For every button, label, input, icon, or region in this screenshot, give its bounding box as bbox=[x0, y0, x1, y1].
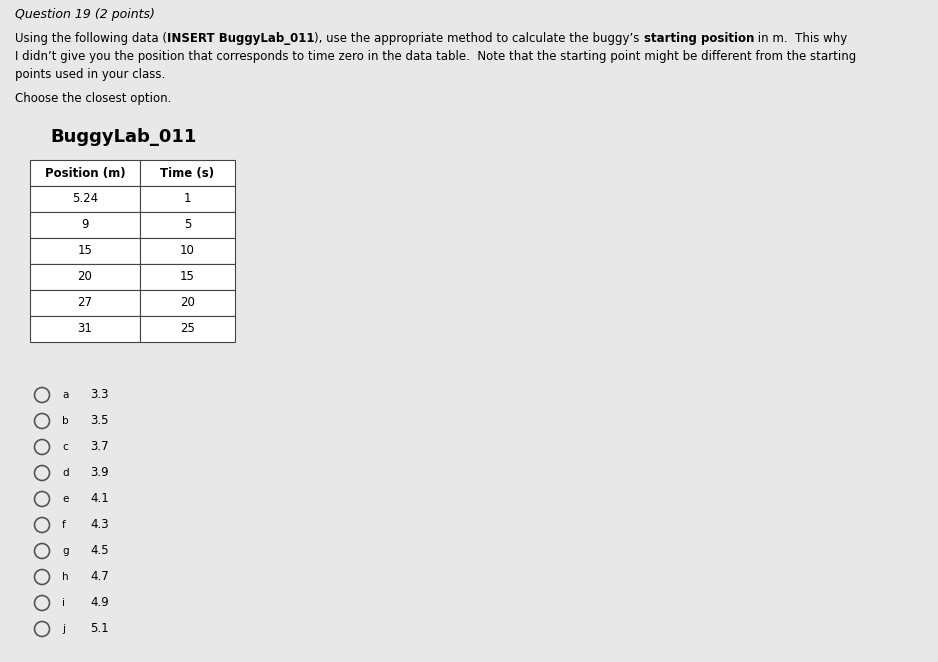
Text: 9: 9 bbox=[82, 218, 89, 232]
Text: BuggyLab_011: BuggyLab_011 bbox=[50, 128, 196, 146]
Text: b: b bbox=[62, 416, 68, 426]
Bar bbox=[30, 186, 140, 212]
Text: 1: 1 bbox=[184, 193, 191, 205]
Text: c: c bbox=[62, 442, 68, 452]
Text: a: a bbox=[62, 390, 68, 400]
Bar bbox=[140, 160, 235, 186]
Text: 31: 31 bbox=[78, 322, 93, 336]
Bar bbox=[30, 264, 140, 290]
Text: d: d bbox=[62, 468, 68, 478]
Bar bbox=[30, 212, 140, 238]
Text: Choose the closest option.: Choose the closest option. bbox=[15, 92, 172, 105]
Text: 4.7: 4.7 bbox=[90, 571, 109, 583]
Bar bbox=[30, 316, 140, 342]
Text: 27: 27 bbox=[78, 297, 93, 310]
Bar bbox=[30, 290, 140, 316]
Text: 5.1: 5.1 bbox=[90, 622, 109, 636]
Text: INSERT BuggyLab_011: INSERT BuggyLab_011 bbox=[167, 32, 314, 45]
Text: 5.24: 5.24 bbox=[72, 193, 98, 205]
Bar bbox=[140, 264, 235, 290]
Text: h: h bbox=[62, 572, 68, 582]
Text: f: f bbox=[62, 520, 66, 530]
Text: 3.3: 3.3 bbox=[90, 389, 109, 401]
Text: Using the following data (: Using the following data ( bbox=[15, 32, 167, 45]
Text: 4.1: 4.1 bbox=[90, 493, 109, 506]
Bar bbox=[140, 316, 235, 342]
Text: 4.3: 4.3 bbox=[90, 518, 109, 532]
Text: 20: 20 bbox=[180, 297, 195, 310]
Text: 3.7: 3.7 bbox=[90, 440, 109, 453]
Text: 4.5: 4.5 bbox=[90, 545, 109, 557]
Text: I didn’t give you the position that corresponds to time zero in the data table. : I didn’t give you the position that corr… bbox=[15, 50, 856, 63]
Text: 10: 10 bbox=[180, 244, 195, 258]
Text: 20: 20 bbox=[78, 271, 93, 283]
Text: g: g bbox=[62, 546, 68, 556]
Bar bbox=[30, 160, 140, 186]
Text: Position (m): Position (m) bbox=[45, 167, 126, 179]
Bar bbox=[140, 290, 235, 316]
Text: Time (s): Time (s) bbox=[160, 167, 215, 179]
Text: i: i bbox=[62, 598, 65, 608]
Bar bbox=[30, 238, 140, 264]
Text: 3.9: 3.9 bbox=[90, 467, 109, 479]
Text: 15: 15 bbox=[180, 271, 195, 283]
Bar bbox=[140, 238, 235, 264]
Text: points used in your class.: points used in your class. bbox=[15, 68, 165, 81]
Bar bbox=[140, 212, 235, 238]
Text: Question 19 (2 points): Question 19 (2 points) bbox=[15, 8, 155, 21]
Text: 3.5: 3.5 bbox=[90, 414, 109, 428]
Bar bbox=[140, 186, 235, 212]
Text: 4.9: 4.9 bbox=[90, 596, 109, 610]
Text: e: e bbox=[62, 494, 68, 504]
Text: j: j bbox=[62, 624, 65, 634]
Text: 25: 25 bbox=[180, 322, 195, 336]
Text: ), use the appropriate method to calculate the buggy’s: ), use the appropriate method to calcula… bbox=[314, 32, 643, 45]
Text: starting position: starting position bbox=[643, 32, 754, 45]
Text: in m.  This why: in m. This why bbox=[754, 32, 847, 45]
Text: 15: 15 bbox=[78, 244, 93, 258]
Text: 5: 5 bbox=[184, 218, 191, 232]
